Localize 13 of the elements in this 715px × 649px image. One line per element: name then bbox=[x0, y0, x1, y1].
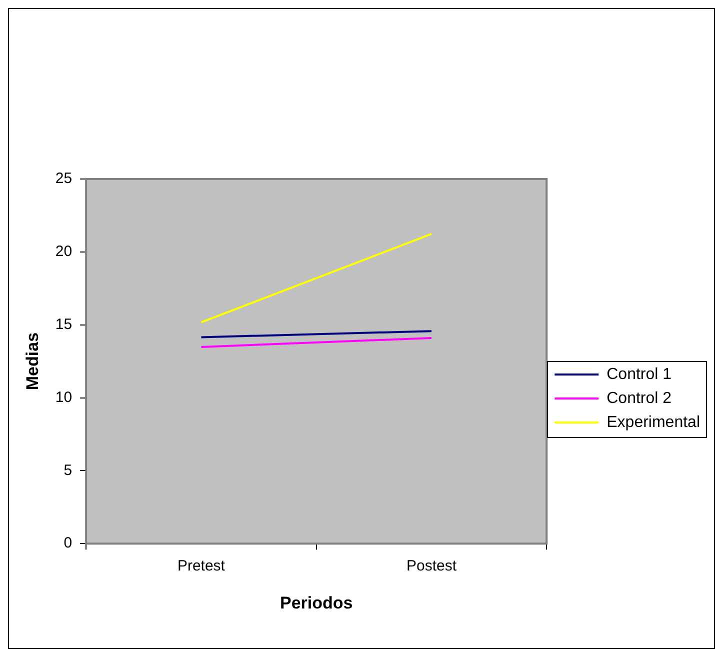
y-axis-title: Medias bbox=[22, 332, 42, 390]
y-tick-label: 15 bbox=[55, 316, 72, 333]
y-tick-label: 20 bbox=[55, 243, 72, 260]
legend-label: Control 1 bbox=[606, 366, 672, 383]
legend-label: Experimental bbox=[606, 414, 700, 431]
y-tick-label: 5 bbox=[64, 462, 72, 479]
legend-label: Control 2 bbox=[606, 390, 672, 407]
y-tick-label: 0 bbox=[64, 534, 72, 552]
x-axis-title: Periodos bbox=[280, 593, 353, 612]
y-tick-label: 25 bbox=[55, 170, 72, 188]
x-tick-label: Pretest bbox=[177, 558, 226, 575]
x-tick-label: Postest bbox=[406, 558, 458, 575]
y-tick-label: 10 bbox=[55, 388, 72, 406]
